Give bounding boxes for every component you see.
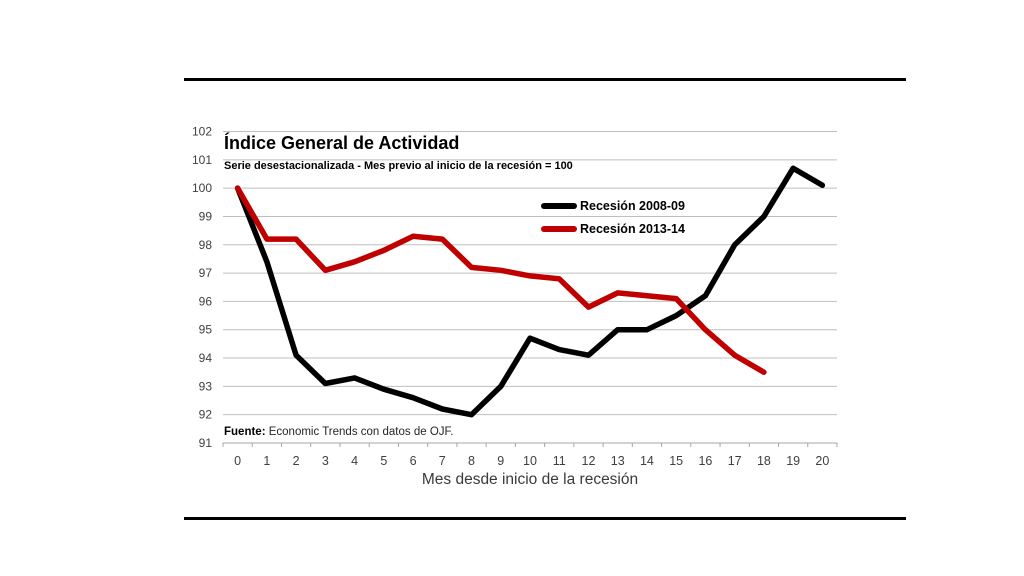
- svg-text:98: 98: [199, 238, 213, 252]
- svg-text:16: 16: [698, 454, 712, 468]
- svg-text:6: 6: [410, 454, 417, 468]
- svg-text:18: 18: [757, 454, 771, 468]
- svg-text:4: 4: [351, 454, 358, 468]
- x-axis: [222, 442, 838, 447]
- gridlines: [223, 131, 837, 444]
- svg-text:97: 97: [199, 266, 213, 280]
- svg-text:14: 14: [640, 454, 654, 468]
- svg-text:1: 1: [263, 454, 270, 468]
- y-axis-tick-labels: 91 92 93 94 95 96 97 98 99 100 101 102: [192, 125, 212, 451]
- legend-label: Recesión 2013-14: [580, 221, 685, 236]
- svg-text:5: 5: [380, 454, 387, 468]
- svg-text:91: 91: [199, 436, 213, 450]
- svg-text:20: 20: [815, 454, 829, 468]
- source-text: Economic Trends con datos de OJF.: [265, 426, 454, 438]
- legend-item: Recesión 2008-09: [541, 194, 685, 217]
- svg-text:17: 17: [728, 454, 742, 468]
- top-divider-rule: [184, 78, 906, 81]
- svg-text:95: 95: [199, 323, 213, 337]
- source-note: Fuente: Economic Trends con datos de OJF…: [224, 426, 453, 438]
- svg-text:101: 101: [192, 153, 212, 167]
- svg-text:8: 8: [468, 454, 475, 468]
- svg-text:92: 92: [199, 408, 213, 422]
- svg-text:12: 12: [582, 454, 596, 468]
- legend: Recesión 2008-09 Recesión 2013-14: [541, 194, 685, 240]
- line-swatch-icon: [541, 202, 577, 209]
- chart-title: Índice General de Actividad: [224, 133, 460, 153]
- line-swatch-icon: [541, 225, 577, 232]
- svg-text:10: 10: [523, 454, 537, 468]
- legend-item: Recesión 2013-14: [541, 217, 685, 240]
- svg-text:13: 13: [611, 454, 625, 468]
- series-line-recesi-n-2008-09: [234, 165, 826, 418]
- svg-text:19: 19: [786, 454, 800, 468]
- svg-text:96: 96: [199, 294, 213, 308]
- svg-text:99: 99: [199, 209, 213, 223]
- svg-text:94: 94: [199, 351, 213, 365]
- svg-text:93: 93: [199, 379, 213, 393]
- svg-text:102: 102: [192, 125, 212, 139]
- legend-label: Recesión 2008-09: [580, 198, 685, 213]
- source-prefix: Fuente:: [224, 426, 266, 438]
- svg-text:2: 2: [293, 454, 300, 468]
- svg-text:11: 11: [553, 454, 566, 468]
- svg-text:7: 7: [439, 454, 446, 468]
- svg-text:15: 15: [669, 454, 683, 468]
- chart-subtitle: Serie desestacionalizada - Mes previo al…: [224, 160, 573, 172]
- bottom-divider-rule: [184, 517, 906, 520]
- svg-text:100: 100: [192, 181, 212, 195]
- svg-text:9: 9: [497, 454, 504, 468]
- svg-text:0: 0: [234, 454, 241, 468]
- svg-text:3: 3: [322, 454, 329, 468]
- x-axis-title: Mes desde inicio de la recesión: [421, 471, 639, 488]
- x-axis-tick-labels: 0 1 2 3 4 5 6 7 8 9 10 11 12 13 14 15 16 17 18 19 20: [234, 454, 829, 468]
- series-line-recesi-n-2013-14: [234, 185, 767, 375]
